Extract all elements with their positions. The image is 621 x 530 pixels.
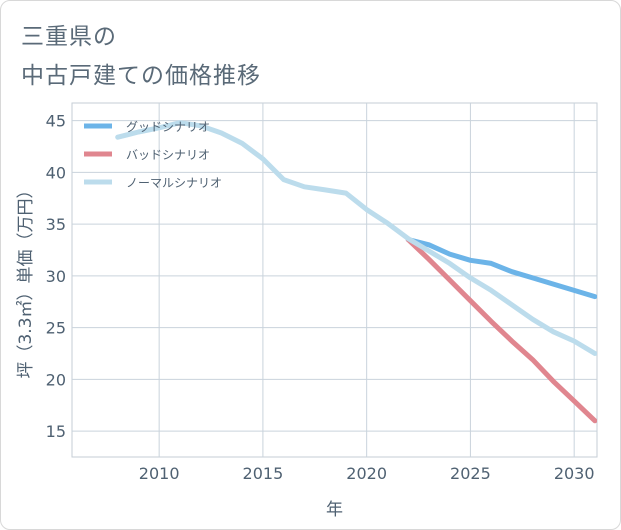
page-title-prefecture: 三重県の xyxy=(21,24,117,50)
y-tick-label: 30 xyxy=(46,267,66,286)
y-tick-label: 20 xyxy=(46,370,66,389)
legend-label: バッドシナリオ xyxy=(126,148,210,162)
y-axis-ticks: 15 20 25 30 35 40 45 xyxy=(46,112,66,442)
legend-label: ノーマルシナリオ xyxy=(126,176,222,190)
x-tick-label: 2020 xyxy=(346,464,387,483)
x-tick-label: 2025 xyxy=(450,464,491,483)
legend-label: グッドシナリオ xyxy=(126,120,210,134)
x-axis-ticks: 2010 2015 2020 2025 2030 xyxy=(139,464,595,483)
y-tick-label: 25 xyxy=(46,319,66,338)
x-tick-label: 2015 xyxy=(243,464,284,483)
y-tick-label: 40 xyxy=(46,163,66,182)
x-tick-label: 2010 xyxy=(139,464,180,483)
grid-lines xyxy=(72,103,597,457)
series-layer xyxy=(115,120,597,424)
y-tick-label: 45 xyxy=(46,112,66,131)
y-axis-title: 坪（3.3㎡）単価（万円） xyxy=(16,181,36,378)
series-line-0 xyxy=(405,237,597,300)
x-axis-title: 年 xyxy=(326,500,343,520)
x-tick-label: 2030 xyxy=(554,464,595,483)
y-tick-label: 15 xyxy=(46,422,66,441)
page-title: 中古戸建ての価格推移 xyxy=(21,63,261,89)
y-tick-label: 35 xyxy=(46,215,66,234)
series-line-2 xyxy=(115,120,597,356)
series-line-1 xyxy=(405,237,597,424)
